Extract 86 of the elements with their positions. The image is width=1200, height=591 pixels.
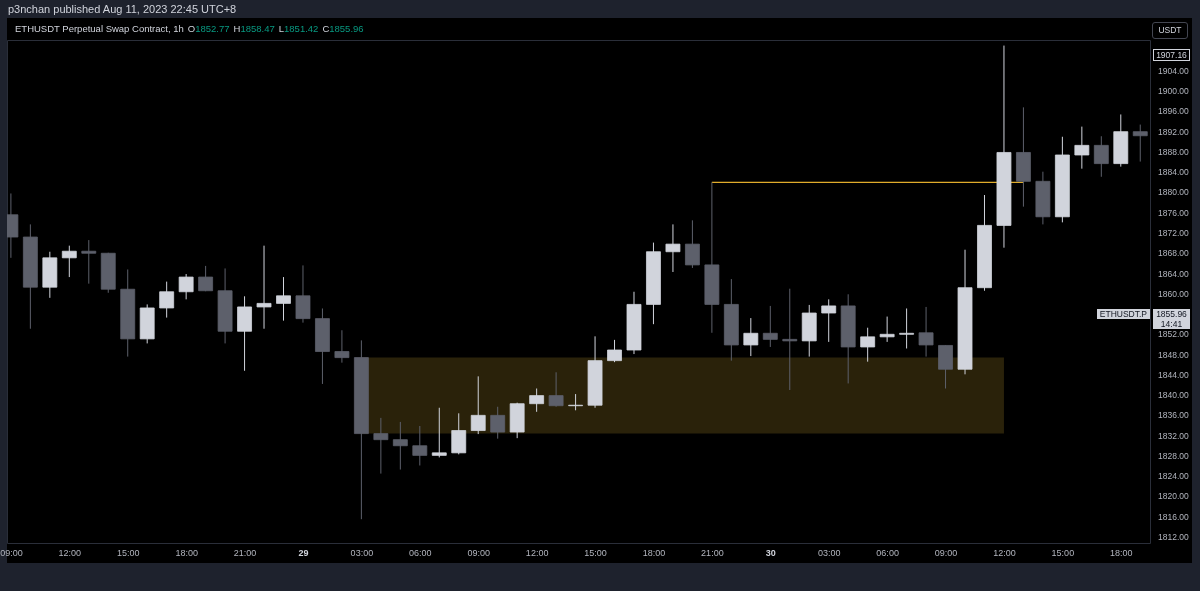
x-tick-label: 12:00 (525, 547, 549, 558)
y-tick-label: 1896.00 (1158, 106, 1189, 117)
chart-title: ETHUSDT Perpetual Swap Contract, 1h (15, 23, 184, 34)
candlestick (548, 371, 564, 408)
y-axis-title: USDT (1152, 22, 1188, 39)
x-tick-label: 03:00 (350, 547, 374, 558)
candlestick (412, 425, 428, 466)
candlestick (1132, 124, 1148, 163)
candlestick (470, 375, 486, 435)
x-tick-label: 15:00 (116, 547, 140, 558)
y-tick-label: 1820.00 (1158, 491, 1189, 502)
y-tick-label: 1900.00 (1158, 86, 1189, 97)
x-tick-label: 18:00 (1110, 547, 1133, 558)
price-label-box: 1907.16 (1153, 49, 1190, 61)
candlestick (685, 219, 700, 269)
candlestick (918, 306, 934, 358)
candlestick (938, 344, 953, 389)
y-tick-label: 1860.00 (1158, 288, 1189, 299)
x-tick-label: 06:00 (409, 547, 432, 558)
y-tick-label: 1892.00 (1158, 126, 1189, 137)
y-tick-label: 1872.00 (1158, 227, 1189, 238)
x-tick-label: 03:00 (817, 547, 841, 558)
price-label-box: 1855.96 14:41 (1153, 309, 1190, 329)
text: O1852.77 (187, 23, 230, 34)
candlestick (198, 265, 214, 292)
y-tick-label: 1840.00 (1158, 390, 1189, 401)
y-tick-label: 1832.00 (1158, 430, 1189, 441)
candlestick (334, 329, 350, 364)
candlestick (743, 317, 759, 357)
y-tick-label: 1888.00 (1158, 146, 1189, 157)
y-tick-label: 1848.00 (1158, 349, 1189, 360)
x-tick-label: 12:00 (58, 547, 82, 558)
price-label-box: ETHUSDT.P (1096, 309, 1150, 319)
x-tick-label: 09:00 (934, 547, 958, 558)
y-tick-label: 1816.00 (1158, 511, 1189, 522)
x-tick-label: 30 (765, 547, 776, 558)
text: L1851.42 (278, 23, 319, 34)
y-tick-label: 1884.00 (1158, 167, 1189, 178)
y-tick-label: 1812.00 (1158, 531, 1189, 542)
candlestick (782, 288, 798, 391)
x-tick-label: 12:00 (993, 547, 1016, 558)
candlestick (607, 339, 622, 363)
y-tick-label: 1880.00 (1158, 187, 1189, 198)
candlestick (178, 273, 194, 300)
x-tick-label: 06:00 (876, 547, 899, 558)
y-tick-label: 1852.00 (1158, 329, 1189, 340)
candlestick (81, 239, 97, 285)
candlestick (256, 245, 272, 330)
candlestick (451, 412, 467, 455)
candlestick (159, 281, 175, 319)
chart-subtitle: p3nchan published Aug 11, 2023 22:45 UTC+8 (8, 3, 237, 15)
x-tick-label: 09:00 (0, 547, 23, 558)
candlestick (295, 264, 311, 324)
candlestick (762, 305, 778, 348)
candlestick (529, 388, 545, 413)
x-tick-label: 15:00 (1051, 547, 1075, 558)
candlestick (860, 327, 876, 363)
candlestick (392, 421, 408, 471)
candlestick (821, 298, 837, 343)
candlestick (61, 245, 77, 278)
y-tick-label: 1824.00 (1158, 471, 1189, 482)
x-tick-label: 21:00 (701, 547, 724, 558)
y-tick-label: 1828.00 (1158, 450, 1189, 461)
candlestick (490, 406, 506, 440)
text: H1858.47 (233, 23, 275, 34)
text: C1855.96 (322, 23, 364, 34)
x-tick-label: 18:00 (642, 547, 666, 558)
candlestick (1074, 126, 1090, 170)
candlestick (879, 316, 895, 343)
x-tick-label: 29 (298, 547, 309, 558)
candlestick (431, 407, 447, 458)
x-tick-label: 09:00 (467, 547, 490, 558)
candlestick (665, 223, 681, 273)
x-tick-label: 18:00 (175, 547, 198, 558)
x-tick-label: 21:00 (233, 547, 257, 558)
y-tick-label: 1904.00 (1158, 65, 1189, 76)
candlestick (373, 417, 389, 475)
candlestick (899, 307, 914, 349)
x-tick-label: 15:00 (584, 547, 607, 558)
y-tick-label: 1836.00 (1158, 410, 1189, 421)
y-tick-label: 1868.00 (1158, 248, 1189, 259)
y-tick-label: 1864.00 (1158, 268, 1189, 279)
candlestick (1093, 135, 1109, 178)
y-tick-label: 1876.00 (1158, 207, 1189, 218)
candlestick (276, 276, 291, 322)
y-tick-label: 1844.00 (1158, 369, 1189, 380)
